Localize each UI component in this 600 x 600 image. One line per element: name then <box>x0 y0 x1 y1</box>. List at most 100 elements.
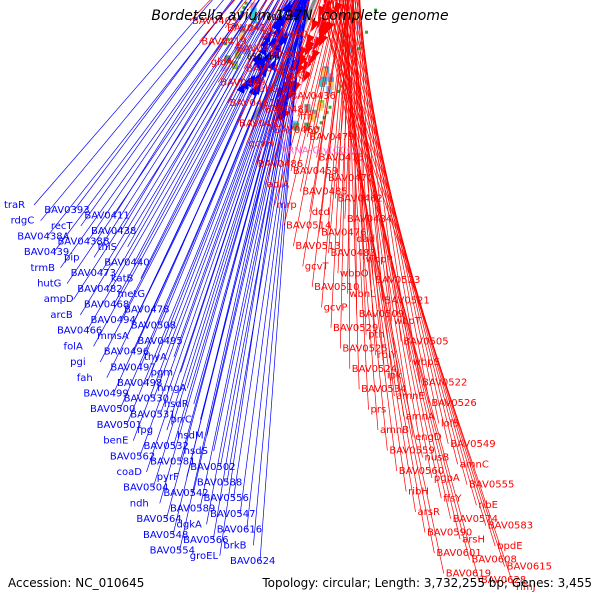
reverse-label-leader <box>93 0 260 258</box>
forward-gene-label: tRNA-Gly(CCC) <box>284 146 358 157</box>
functional-category-block <box>311 109 318 118</box>
functional-category-block <box>309 113 316 122</box>
forward-gene-label: ffsY <box>443 493 462 504</box>
reverse-gene-label: BAV0542 <box>163 488 208 499</box>
gc-marker <box>357 47 361 51</box>
forward-gene-label: wbnL <box>349 289 376 300</box>
functional-category-block <box>239 25 246 34</box>
forward-label-leader <box>217 0 273 83</box>
forward-label-leader <box>259 0 281 35</box>
forward-gene-label: ffh <box>300 111 313 122</box>
forward-gene-label: BAV0475 <box>319 152 364 163</box>
reverse-label-leader <box>213 0 310 452</box>
reverse-label-leader <box>179 0 307 462</box>
reverse-gene-label: BAV0496 <box>104 347 149 358</box>
forward-label-leader <box>330 0 487 526</box>
reverse-gene-label: prrC <box>170 415 191 426</box>
forward-label-leader <box>345 0 369 410</box>
reverse-label-leader <box>126 0 289 337</box>
reverse-gene-label: dgkA <box>177 519 202 530</box>
forward-gene-label: BAV0459 <box>293 166 338 177</box>
forward-label-leader <box>262 0 310 110</box>
reverse-gene-label: pip <box>64 252 79 263</box>
forward-gene-label: BAV0485 <box>302 186 347 197</box>
forward-gene-label: rplY <box>377 350 397 361</box>
forward-label-leader <box>321 0 348 308</box>
forward-gene-label: BAV0505 <box>403 337 448 348</box>
forward-gene-label: BAV0628 <box>481 575 526 586</box>
forward-gene-label: BAV0479 <box>309 132 354 143</box>
reverse-label-leader <box>120 0 285 321</box>
reverse-gene-label: BAV0530 <box>124 394 169 405</box>
forward-gene-label: BAV0476 <box>321 227 366 238</box>
forward-label-leader <box>293 0 341 247</box>
gc-marker <box>337 89 341 93</box>
forward-gene-label: BAV0462 <box>337 193 382 204</box>
reverse-gene-label: BAV0589 <box>170 504 215 515</box>
reverse-gene-label: hsdM <box>177 430 204 441</box>
reverse-label-leader <box>33 0 213 206</box>
reverse-gene-label: BAV0497 <box>110 362 155 373</box>
forward-label-leader <box>324 8 505 567</box>
forward-label-leader <box>269 0 297 56</box>
forward-label-leader <box>352 0 367 335</box>
forward-label-leader <box>335 0 407 492</box>
forward-label-leader <box>199 0 236 42</box>
reverse-label-leader <box>120 0 260 232</box>
reverse-gene-label: mmsA <box>97 331 129 342</box>
reverse-gene-label: katB <box>111 273 134 284</box>
reverse-gene-label: BAV0482 <box>77 284 122 295</box>
forward-gene-label: gldA <box>211 57 233 68</box>
reverse-gene-label: BAV0494 <box>91 315 136 326</box>
functional-category-block <box>250 8 257 17</box>
forward-gene-label: amnC <box>460 459 489 470</box>
forward-gene-label: gcvT <box>305 261 330 272</box>
reverse-gene-label: fpg <box>137 425 153 436</box>
reverse-gene-label: BAV0504 <box>123 483 168 494</box>
forward-gene-label: BAV0583 <box>488 521 533 532</box>
forward-gene-label: BAV0470 <box>328 173 373 184</box>
forward-label-leader <box>234 0 267 49</box>
functional-category-block <box>250 2 257 11</box>
forward-label-leader <box>288 0 322 97</box>
gc-marker <box>226 37 230 41</box>
forward-label-leader <box>236 0 300 124</box>
reverse-label-leader <box>53 0 244 253</box>
forward-gene-label: BAV0513 <box>295 241 340 252</box>
gc-marker <box>325 110 329 114</box>
forward-gene-label: BAV0525 <box>342 343 387 354</box>
gc-marker <box>319 121 323 125</box>
forward-label-leader <box>346 0 360 390</box>
reverse-label-leader <box>246 0 306 530</box>
forward-label-leader <box>246 0 311 144</box>
forward-gene-arrow <box>301 71 311 84</box>
forward-label-leader <box>278 0 311 76</box>
reverse-label-leader <box>146 0 305 473</box>
forward-gene-label: BAV0608 <box>471 555 516 566</box>
reverse-gene-label: BAV0616 <box>217 525 262 536</box>
forward-gene-label: BAV0403 <box>192 16 237 27</box>
reverse-gene-label: BAV0548 <box>143 530 188 541</box>
forward-gene-label: BAV0483 <box>331 248 376 259</box>
forward-gene-label: BAV0526 <box>431 398 476 409</box>
forward-gene-arrow <box>304 44 314 57</box>
forward-gene-label: BAV0615 <box>507 562 552 573</box>
forward-label-leader <box>332 0 416 513</box>
reverse-gene-label: BAV0438 <box>91 226 136 237</box>
gc-marker <box>242 6 246 10</box>
forward-label-leader <box>281 0 328 151</box>
forward-gene-label: arsH <box>462 534 485 545</box>
gc-marker <box>339 84 343 88</box>
reverse-label-leader <box>87 0 252 242</box>
forward-gene-label: BAV0560 <box>399 466 444 477</box>
forward-gene-label: wbpO <box>340 268 369 279</box>
reverse-label-leader <box>66 0 260 284</box>
forward-gene-label: adiA <box>267 180 289 191</box>
reverse-gene-label: BAV0438A <box>17 231 69 242</box>
forward-gene-label: mrp <box>277 200 297 211</box>
reverse-label-leader <box>99 0 288 363</box>
forward-gene-label: BAV0534 <box>361 384 406 395</box>
forward-label-leader <box>271 0 320 131</box>
forward-gene-label: BAV0471 <box>272 50 317 61</box>
reverse-label-leader <box>140 0 281 279</box>
